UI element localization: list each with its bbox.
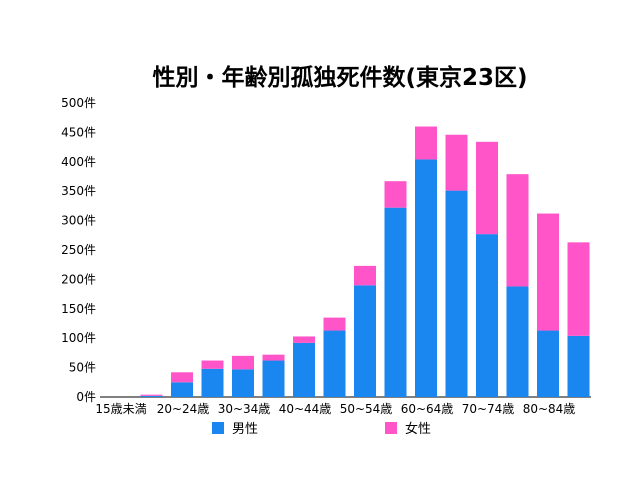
y-tick-label: 350件 bbox=[61, 184, 96, 198]
bar-male bbox=[232, 369, 254, 397]
bar-male bbox=[201, 368, 224, 397]
x-tick-label: 20~24歳 bbox=[157, 402, 210, 416]
bar-female bbox=[354, 265, 376, 286]
x-tick-label: 80~84歳 bbox=[523, 402, 576, 416]
x-tick-label: 70~74歳 bbox=[462, 402, 515, 416]
bar-male bbox=[293, 342, 315, 397]
bar-female bbox=[537, 213, 559, 331]
legend-label: 女性 bbox=[405, 421, 431, 437]
bar-female bbox=[140, 394, 163, 396]
legend-label: 男性 bbox=[232, 422, 258, 437]
y-tick-label: 250件 bbox=[61, 243, 96, 257]
legend-swatch bbox=[385, 422, 397, 434]
y-tick-label: 100件 bbox=[61, 331, 96, 345]
y-tick-label: 500件 bbox=[61, 96, 96, 110]
bar-male bbox=[476, 234, 498, 397]
bar-male bbox=[171, 382, 193, 397]
bar-male bbox=[506, 286, 529, 397]
bar-female bbox=[293, 336, 315, 343]
bar-female bbox=[232, 355, 254, 370]
bar-female bbox=[201, 360, 224, 369]
bar-female bbox=[476, 141, 498, 235]
bar-female bbox=[262, 354, 285, 361]
legend-swatch bbox=[212, 422, 224, 434]
y-tick-label: 400件 bbox=[61, 155, 96, 169]
bar-male bbox=[537, 330, 559, 397]
x-tick-label: 50~54歳 bbox=[340, 402, 393, 416]
bar-male bbox=[262, 360, 285, 397]
bar-female bbox=[445, 134, 468, 191]
x-tick-label: 30~34歳 bbox=[218, 402, 271, 416]
bar-male bbox=[140, 395, 163, 397]
bar-male bbox=[323, 330, 346, 397]
bar-male bbox=[445, 190, 468, 397]
bar-female bbox=[171, 372, 193, 383]
chart-title: 性別・年齢別孤独死件数(東京23区) bbox=[152, 65, 528, 91]
x-tick-label: 15歳未満 bbox=[95, 402, 146, 416]
bar-female bbox=[567, 242, 590, 336]
x-tick-label: 40~44歳 bbox=[279, 402, 332, 416]
bar-male bbox=[354, 285, 376, 397]
bar-male bbox=[384, 207, 407, 397]
y-tick-label: 50件 bbox=[69, 361, 96, 375]
bar-female bbox=[384, 181, 407, 208]
y-tick-label: 150件 bbox=[61, 302, 96, 316]
bar-male bbox=[567, 335, 590, 397]
y-tick-label: 200件 bbox=[61, 272, 96, 286]
y-tick-label: 0件 bbox=[76, 390, 96, 404]
bar-female bbox=[415, 126, 437, 160]
bar-male bbox=[415, 159, 437, 397]
x-tick-label: 60~64歳 bbox=[401, 402, 454, 416]
bar-female bbox=[323, 317, 346, 331]
y-tick-label: 450件 bbox=[61, 125, 96, 139]
bar-female bbox=[506, 174, 529, 287]
y-tick-label: 300件 bbox=[61, 214, 96, 228]
